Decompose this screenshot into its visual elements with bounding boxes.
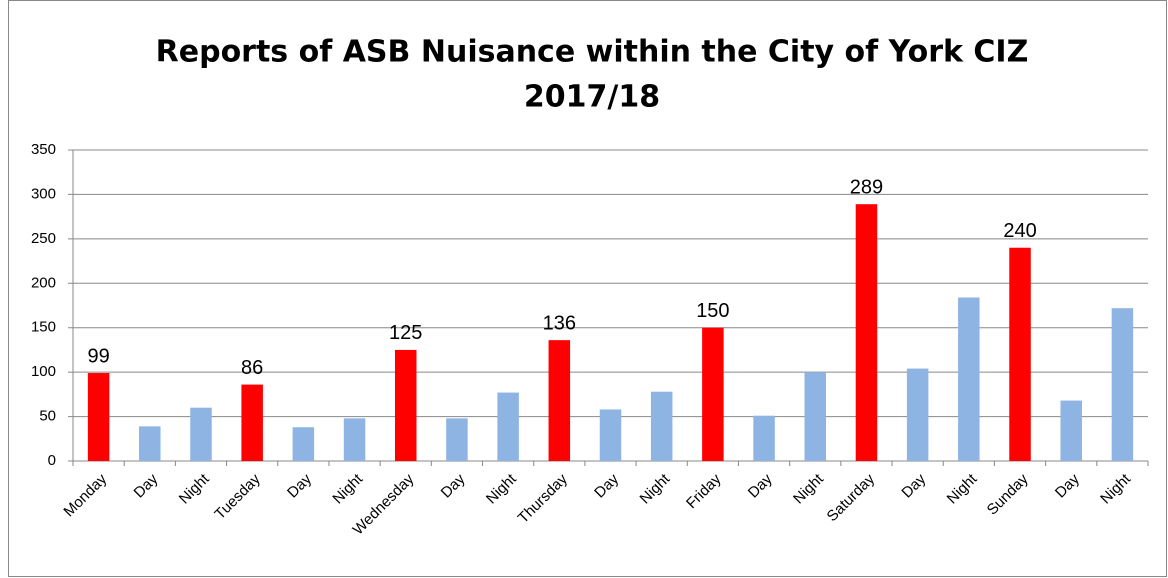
bar	[190, 407, 212, 461]
bar	[855, 204, 878, 461]
bar	[1060, 400, 1082, 461]
y-tick-label: 50	[39, 408, 56, 425]
bar	[292, 427, 315, 461]
bar	[702, 327, 724, 461]
chart-frame	[8, 0, 1167, 577]
chart-title: 2017/18	[524, 80, 660, 115]
value-label: 86	[241, 357, 263, 379]
y-tick-label: 0	[48, 452, 56, 469]
bar	[139, 426, 161, 461]
bar	[1009, 247, 1031, 461]
bar	[599, 409, 622, 461]
y-tick-label: 100	[31, 363, 56, 380]
y-tick-label: 250	[31, 230, 56, 247]
y-tick-label: 300	[31, 185, 56, 202]
bar	[343, 418, 366, 461]
chart-title: Reports of ASB Nuisance within the City …	[156, 35, 1029, 70]
y-tick-label: 350	[31, 141, 56, 158]
bar	[958, 297, 980, 461]
bar	[548, 340, 571, 461]
value-label: 240	[1003, 220, 1036, 242]
bar	[753, 415, 775, 461]
bar	[394, 349, 417, 461]
value-label: 99	[87, 345, 109, 367]
bar	[1111, 308, 1134, 461]
bar	[804, 372, 827, 461]
bar	[446, 418, 468, 461]
y-tick-label: 200	[31, 274, 56, 291]
bar	[497, 392, 519, 461]
bar	[87, 373, 110, 461]
bar	[906, 368, 929, 461]
value-label: 289	[850, 176, 883, 198]
value-label: 136	[543, 312, 576, 334]
y-tick-label: 150	[31, 319, 56, 336]
value-label: 125	[389, 322, 422, 344]
bar	[650, 391, 673, 461]
value-label: 150	[696, 300, 729, 322]
bar	[241, 384, 263, 461]
